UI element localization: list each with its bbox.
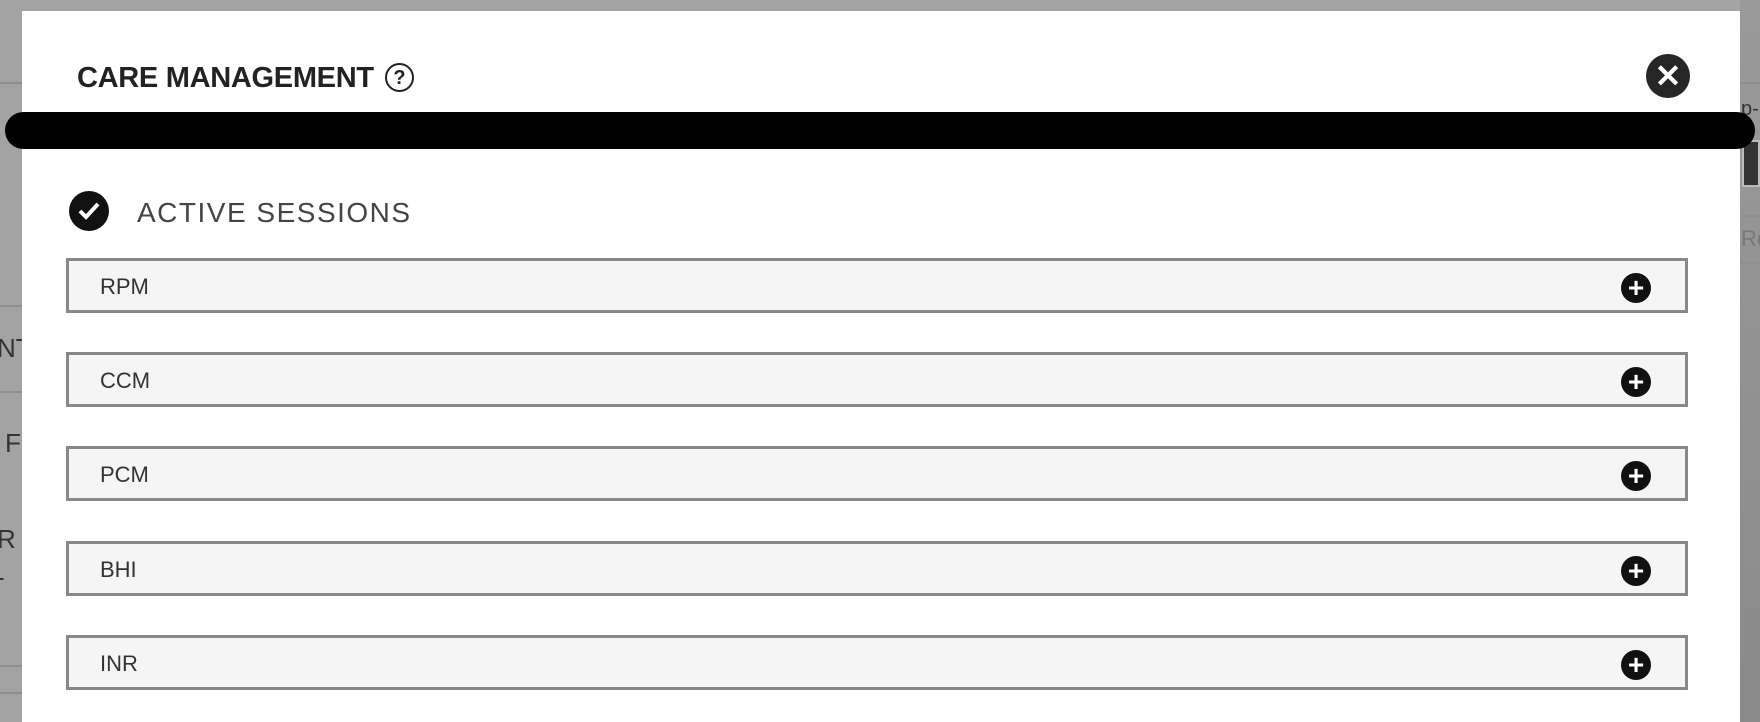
plus-icon[interactable]: + — [1621, 556, 1651, 586]
plus-icon[interactable]: + — [1621, 461, 1651, 491]
section-title: ACTIVE SESSIONS — [137, 197, 412, 228]
session-row-bhi[interactable]: BHI + — [66, 541, 1688, 596]
close-button[interactable]: ✕ — [1646, 54, 1690, 98]
bg-text: - — [0, 562, 5, 593]
bg-divider — [0, 305, 30, 307]
session-label: BHI — [100, 557, 137, 582]
session-row-inr[interactable]: INR + — [66, 635, 1688, 690]
session-row-rpm[interactable]: RPM + — [66, 258, 1688, 313]
bg-text: R — [0, 524, 16, 554]
bg-divider — [1740, 82, 1760, 84]
session-label: INR — [100, 651, 138, 676]
bg-text: F — [5, 428, 21, 458]
session-row-ccm[interactable]: CCM + — [66, 352, 1688, 407]
bg-divider — [0, 391, 30, 393]
session-label: PCM — [100, 462, 149, 487]
check-circle-icon — [69, 191, 109, 231]
bg-divider — [1740, 262, 1760, 264]
plus-icon[interactable]: + — [1621, 273, 1651, 303]
session-label: RPM — [100, 274, 149, 299]
modal-title: CARE MANAGEMENT — [77, 62, 374, 94]
session-label: CCM — [100, 368, 151, 393]
bg-text: Re — [1741, 226, 1760, 251]
bg-divider — [0, 665, 30, 667]
plus-icon[interactable]: + — [1621, 367, 1651, 397]
help-icon[interactable]: ? — [385, 63, 414, 92]
bg-divider — [0, 82, 30, 84]
bg-divider — [0, 692, 30, 694]
plus-icon[interactable]: + — [1621, 650, 1651, 680]
session-row-pcm[interactable]: PCM + — [66, 446, 1688, 501]
redaction-bar — [5, 112, 1755, 149]
bg-divider — [1740, 215, 1760, 217]
